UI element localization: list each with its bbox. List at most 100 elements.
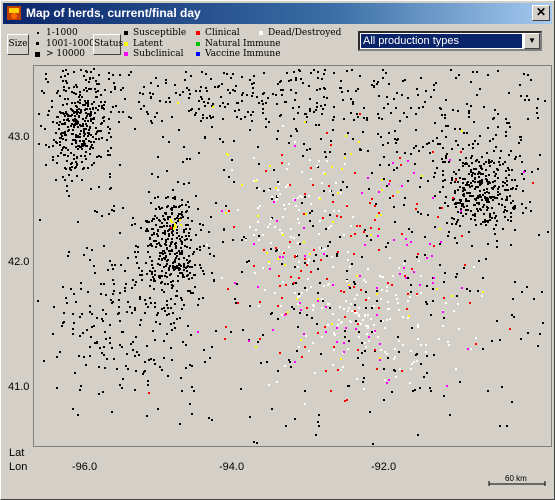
herd-point xyxy=(377,336,379,338)
title-bar[interactable]: Map of herds, current/final day ✕ xyxy=(3,3,552,24)
herd-point xyxy=(542,322,544,324)
herd-point xyxy=(71,166,73,168)
herd-point xyxy=(169,274,171,276)
herd-point xyxy=(277,189,279,191)
herd-point xyxy=(251,120,253,122)
herd-point xyxy=(141,274,143,276)
herd-point xyxy=(67,114,69,116)
herd-point xyxy=(474,188,476,190)
herd-map[interactable] xyxy=(33,65,552,447)
herd-point xyxy=(441,130,443,132)
herd-point xyxy=(257,215,259,217)
herd-point xyxy=(313,249,315,251)
herd-point xyxy=(496,240,498,242)
herd-point xyxy=(454,181,456,183)
herd-point xyxy=(385,246,387,248)
herd-point xyxy=(82,125,84,127)
herd-point xyxy=(224,338,226,340)
herd-point xyxy=(497,113,499,115)
herd-point xyxy=(281,232,283,234)
herd-point xyxy=(370,234,372,236)
herd-point xyxy=(262,108,264,110)
herd-point xyxy=(362,381,364,383)
herd-point xyxy=(189,158,191,160)
herd-point xyxy=(146,415,148,417)
herd-point xyxy=(368,188,370,190)
herd-point xyxy=(122,331,124,333)
herd-point xyxy=(176,252,178,254)
herd-point xyxy=(448,344,450,346)
herd-point xyxy=(404,79,406,81)
herd-point xyxy=(80,155,82,157)
herd-point xyxy=(155,224,157,226)
herd-point xyxy=(350,225,352,227)
herd-point xyxy=(149,92,151,94)
herd-point xyxy=(300,78,302,80)
herd-point xyxy=(156,112,158,114)
herd-point xyxy=(297,296,299,298)
herd-point xyxy=(89,148,91,150)
herd-point xyxy=(510,216,512,218)
herd-point xyxy=(293,308,295,310)
herd-map-canvas[interactable] xyxy=(34,66,551,446)
herd-point xyxy=(332,221,334,223)
herd-point xyxy=(228,210,230,212)
close-button[interactable]: ✕ xyxy=(532,5,550,21)
herd-point xyxy=(397,302,399,304)
herd-point xyxy=(380,320,382,322)
herd-point xyxy=(48,110,50,112)
production-type-select[interactable]: All production types ▼ xyxy=(358,31,542,51)
dropdown-arrow-icon[interactable]: ▼ xyxy=(524,33,540,49)
herd-point xyxy=(79,91,81,93)
herd-point xyxy=(165,239,167,241)
herd-point xyxy=(439,228,441,230)
herd-point xyxy=(68,129,70,131)
herd-point xyxy=(333,332,335,334)
herd-point xyxy=(140,108,142,110)
herd-point xyxy=(179,238,181,240)
herd-point xyxy=(315,124,317,126)
herd-point xyxy=(329,214,331,216)
herd-point xyxy=(197,208,199,210)
herd-point xyxy=(476,208,478,210)
herd-point xyxy=(203,245,205,247)
herd-point xyxy=(165,272,167,274)
herd-point xyxy=(113,205,115,207)
herd-point xyxy=(352,138,354,140)
herd-point xyxy=(73,126,75,128)
herd-point xyxy=(418,150,420,152)
herd-point xyxy=(317,421,319,423)
herd-point xyxy=(359,75,361,77)
herd-point xyxy=(198,152,200,154)
herd-point xyxy=(220,96,222,98)
herd-point xyxy=(481,179,483,181)
herd-point xyxy=(339,236,341,238)
herd-point xyxy=(122,207,124,209)
herd-point xyxy=(174,218,176,220)
herd-point xyxy=(109,337,111,339)
herd-point xyxy=(381,189,383,191)
status-button[interactable]: Status xyxy=(93,34,121,55)
herd-point xyxy=(496,197,498,199)
herd-point xyxy=(473,121,475,123)
herd-point xyxy=(471,245,473,247)
herd-point xyxy=(432,288,434,290)
herd-point xyxy=(332,119,334,121)
herd-point xyxy=(295,79,297,81)
herd-point xyxy=(532,182,534,184)
herd-point xyxy=(240,388,242,390)
herd-point xyxy=(209,115,211,117)
herd-point xyxy=(536,107,538,109)
herd-point xyxy=(344,163,346,165)
herd-point xyxy=(75,146,77,148)
herd-point xyxy=(70,108,72,110)
herd-point xyxy=(130,71,132,73)
herd-point xyxy=(493,150,495,152)
size-button[interactable]: Size xyxy=(7,34,29,55)
herd-point xyxy=(510,212,512,214)
herd-point xyxy=(79,335,81,337)
herd-point xyxy=(263,92,265,94)
herd-point xyxy=(147,306,149,308)
herd-point xyxy=(397,336,399,338)
herd-point xyxy=(383,107,385,109)
